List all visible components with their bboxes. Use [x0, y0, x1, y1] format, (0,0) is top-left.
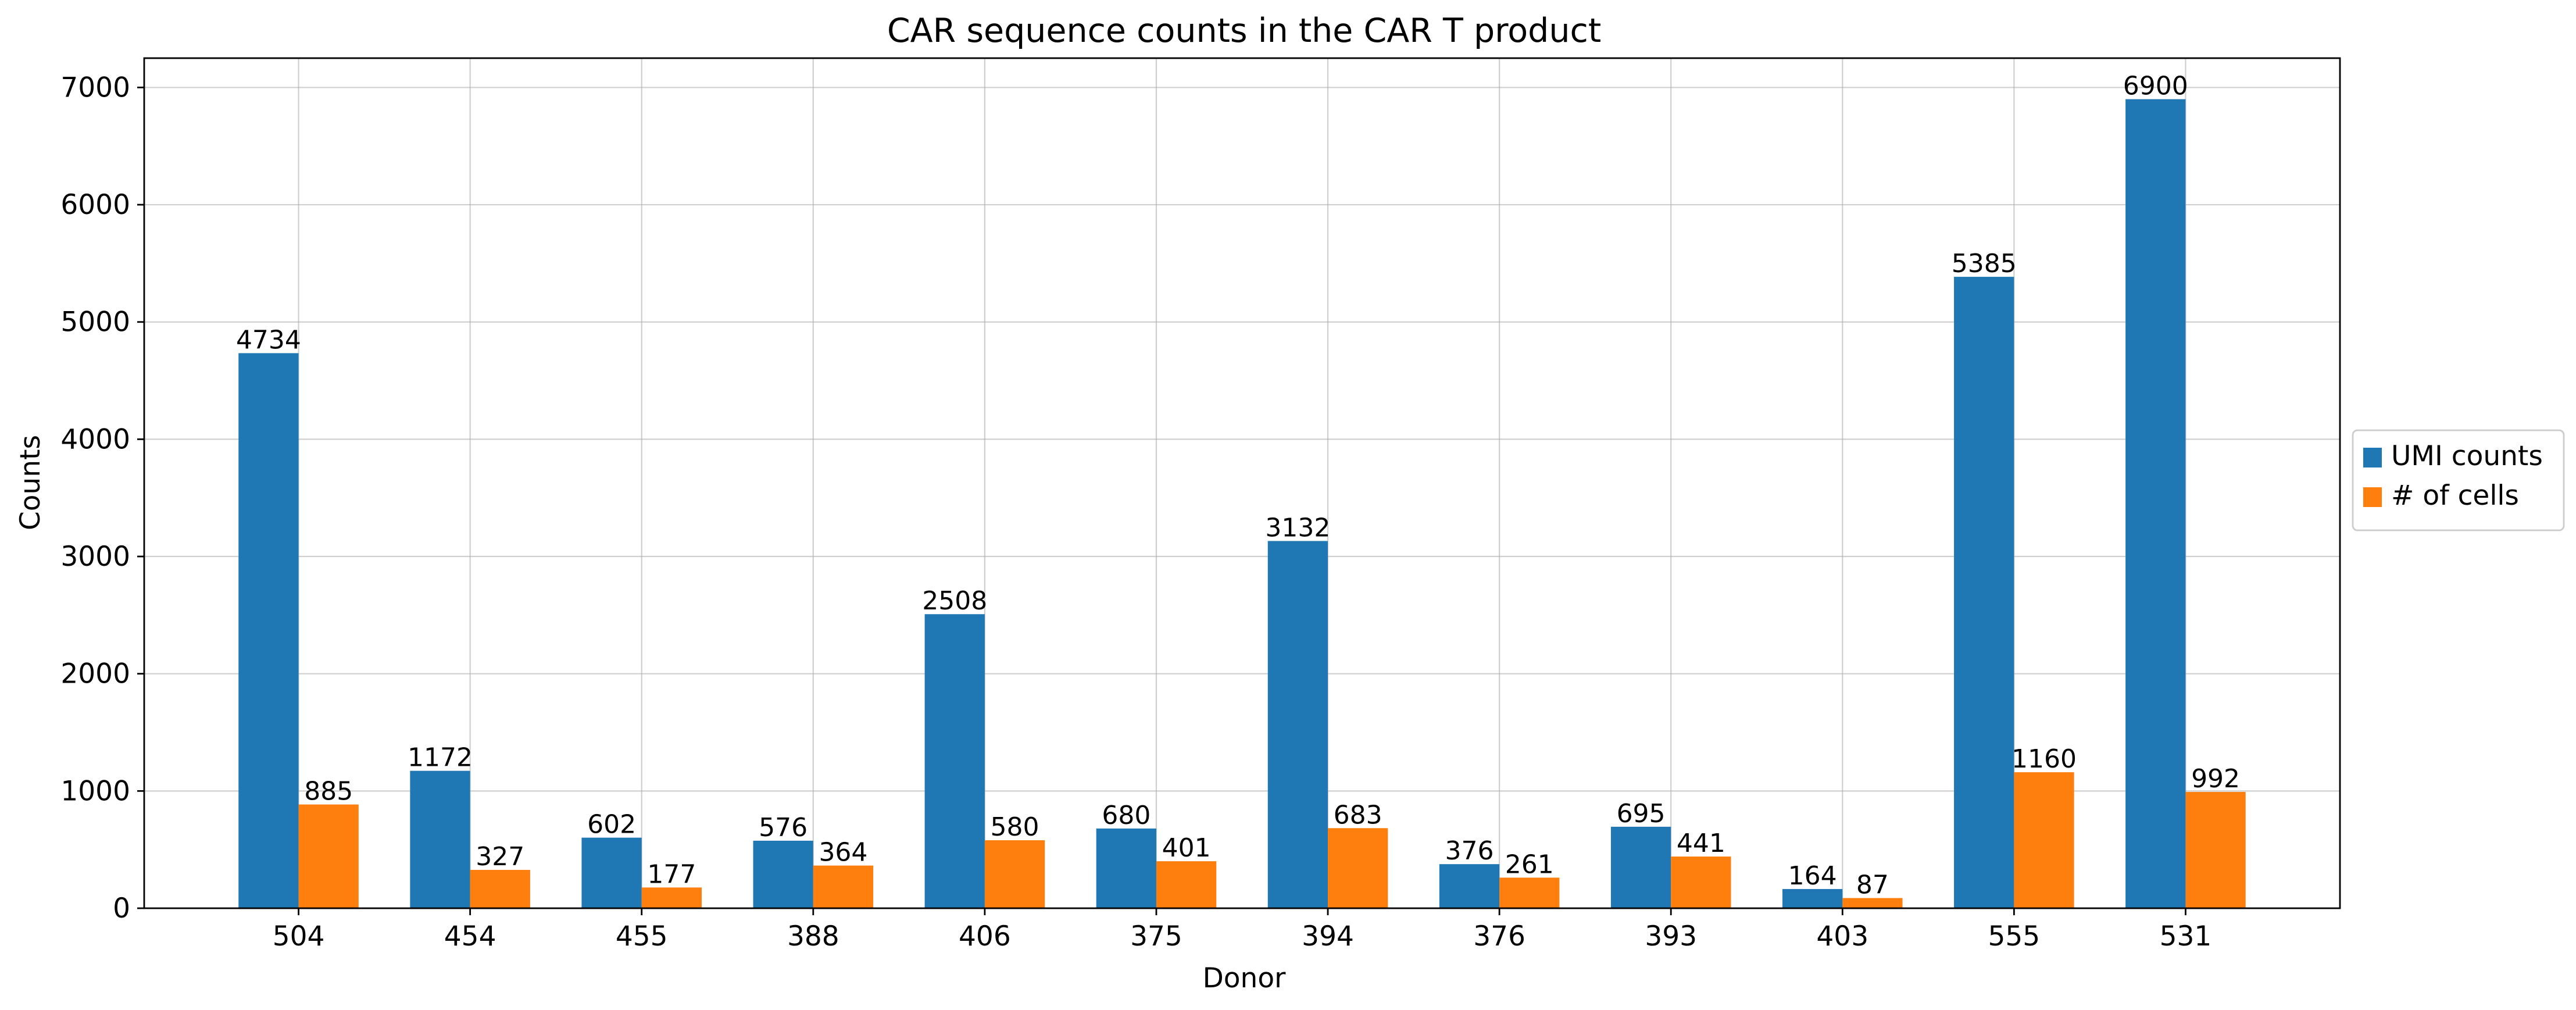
x-tick-label: 375	[1130, 920, 1182, 952]
y-tick-label: 1000	[60, 775, 130, 807]
x-tick-label: 555	[1988, 920, 2040, 952]
axes-layer: 0 1000 2000 3000 4000 5000 6000 7000 504 454 455 38…	[60, 57, 2341, 952]
y-tick-label: 6000	[60, 189, 130, 221]
bar-num-cells-531	[2185, 791, 2246, 908]
x-tick-label: 406	[959, 920, 1011, 952]
bar-value-label: 177	[647, 859, 696, 889]
grid-layer	[144, 58, 2340, 909]
y-tick-label: 2000	[60, 658, 130, 690]
bar-umi-counts-375	[1096, 828, 1156, 908]
bar-num-cells-555	[2014, 772, 2074, 908]
legend-frame	[2352, 429, 2565, 531]
legend-label-umi-counts: UMI counts	[2391, 440, 2543, 472]
bar-umi-counts-394	[1267, 541, 1328, 908]
x-tick-label: 403	[1816, 920, 1868, 952]
bar-num-cells-504	[298, 804, 359, 908]
bar-num-cells-393	[1671, 856, 1731, 908]
y-tick-label: 0	[113, 893, 130, 925]
bar-num-cells-406	[984, 840, 1045, 908]
bar-value-label: 683	[1334, 800, 1382, 830]
bar-value-label: 1160	[2012, 744, 2077, 774]
bar-value-label: 261	[1505, 850, 1554, 879]
bar-num-cells-376	[1499, 877, 1560, 908]
plot-frame	[143, 57, 2341, 909]
bars-layer	[238, 99, 2246, 908]
bar-value-label: 992	[2191, 764, 2240, 794]
bar-value-label: 680	[1102, 801, 1151, 830]
x-tick-label: 454	[444, 920, 496, 952]
bar-value-label: 5385	[1952, 249, 2017, 279]
legend: UMI counts # of cells	[2352, 429, 2565, 531]
value-labels-layer: 4734 1172 602 576 2508 680 3132 376 695 164 5385 69…	[236, 72, 2240, 900]
x-axis-label: Donor	[1203, 962, 1286, 994]
bar-value-label: 695	[1617, 799, 1666, 829]
legend-label-num-cells: # of cells	[2391, 480, 2519, 512]
bar-value-label: 376	[1445, 836, 1494, 866]
bar-umi-counts-555	[1954, 277, 2014, 908]
bar-umi-counts-531	[2125, 99, 2186, 908]
bar-umi-counts-376	[1439, 864, 1500, 908]
x-tick-label: 388	[787, 920, 839, 952]
bar-num-cells-403	[1842, 898, 1903, 908]
bar-num-cells-454	[470, 870, 530, 908]
bar-value-label: 6900	[2123, 72, 2188, 101]
bar-value-label: 87	[1856, 870, 1889, 900]
bar-num-cells-455	[641, 887, 702, 908]
bar-num-cells-375	[1156, 861, 1217, 908]
bar-value-label: 602	[587, 810, 636, 840]
bar-umi-counts-393	[1610, 826, 1671, 908]
bar-value-label: 576	[759, 813, 808, 843]
x-tick-label: 394	[1302, 920, 1354, 952]
bar-value-label: 885	[304, 777, 353, 806]
bar-value-label: 164	[1788, 861, 1837, 891]
x-tick-label: 376	[1473, 920, 1525, 952]
bar-value-label: 441	[1677, 829, 1725, 858]
y-tick-label: 5000	[60, 306, 130, 338]
x-tick-label: 531	[2160, 920, 2212, 952]
bar-umi-counts-406	[924, 614, 985, 908]
bar-num-cells-394	[1328, 828, 1388, 908]
bar-value-label: 401	[1162, 833, 1211, 863]
x-tick-label: 393	[1645, 920, 1697, 952]
bar-value-label: 4734	[236, 325, 301, 355]
bar-umi-counts-403	[1782, 888, 1843, 908]
y-tick-label: 4000	[60, 423, 130, 455]
bar-value-label: 580	[991, 812, 1039, 842]
bar-umi-counts-388	[753, 840, 813, 908]
bar-umi-counts-455	[581, 837, 642, 908]
legend-swatch-num-cells	[2363, 487, 2382, 507]
y-tick-label: 3000	[60, 541, 130, 573]
x-tick-label: 455	[616, 920, 668, 952]
x-tick-label: 504	[273, 920, 325, 952]
bar-value-label: 327	[476, 842, 524, 872]
bar-value-label: 2508	[922, 586, 987, 616]
bar-value-label: 364	[819, 838, 867, 868]
chart-title: CAR sequence counts in the CAR T product	[887, 12, 1601, 50]
y-axis-label: Counts	[15, 435, 47, 530]
legend-swatch-umi-counts	[2363, 448, 2382, 467]
bar-umi-counts-504	[238, 353, 299, 908]
bar-value-label: 1172	[408, 743, 473, 773]
bar-umi-counts-454	[410, 770, 470, 908]
y-tick-label: 7000	[60, 72, 130, 104]
bar-num-cells-388	[813, 865, 874, 908]
bar-value-label: 3132	[1265, 513, 1330, 543]
